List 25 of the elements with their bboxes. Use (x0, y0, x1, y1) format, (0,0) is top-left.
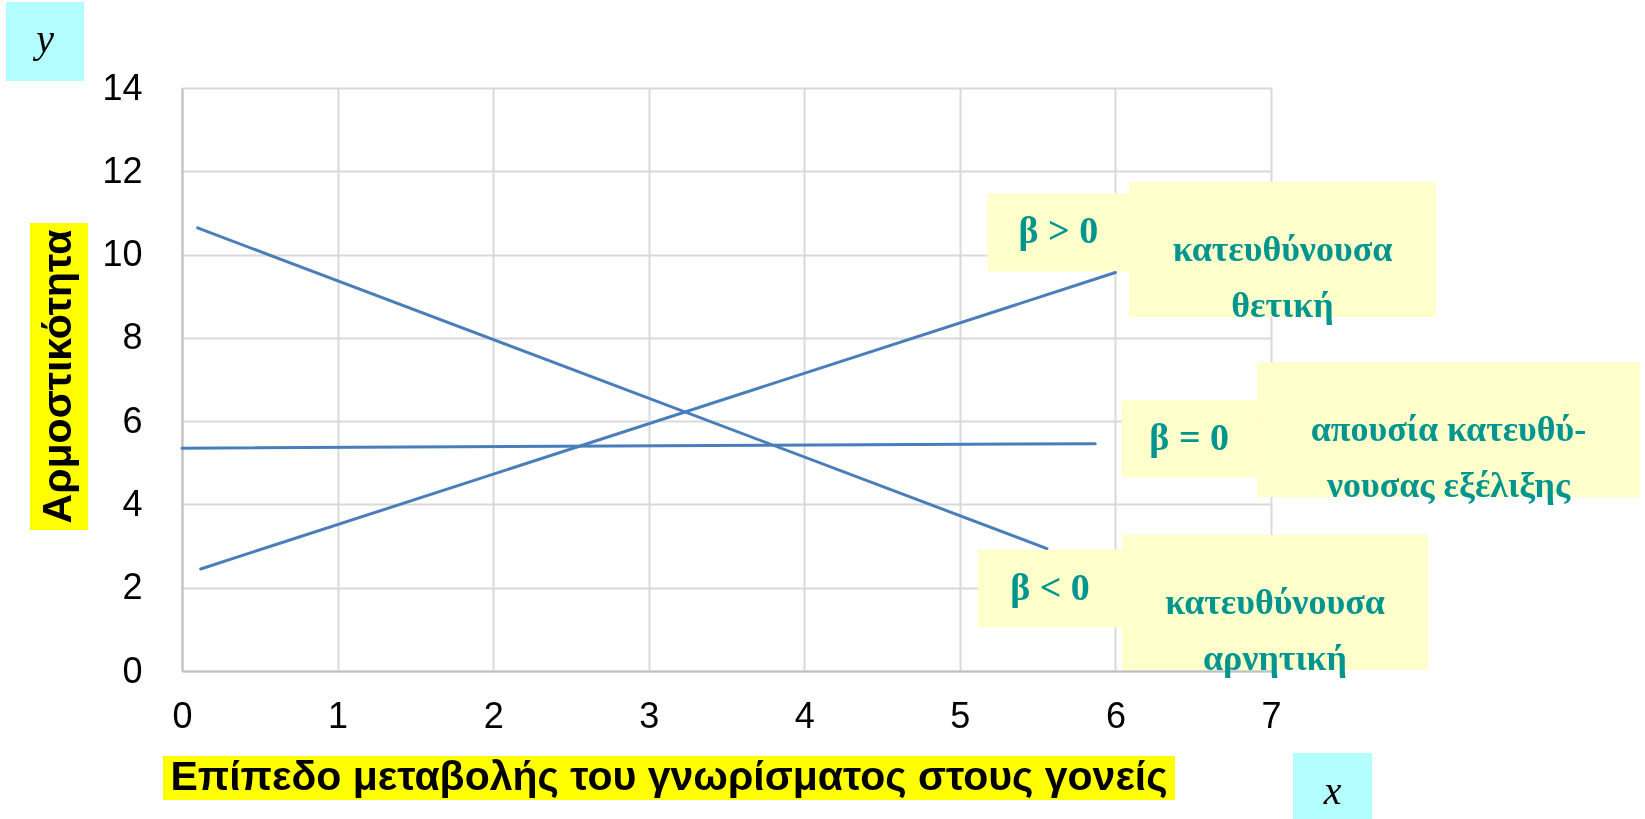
x-tick-label: 6 (1105, 694, 1126, 736)
text: απουσία κατευθύ- νουσας εξέλιξης (1310, 408, 1587, 505)
y-tick-label: 10 (102, 233, 143, 275)
annotation: κατευθύνουσα θετική (1172, 228, 1393, 325)
x-tick-label: 3 (639, 694, 660, 736)
x-tick-label: 5 (950, 694, 971, 736)
y-tick-label: 14 (102, 66, 143, 108)
annotation: κατευθύνουσα αρνητική (1165, 581, 1385, 678)
text: x (1322, 768, 1342, 813)
y-tick-label: 6 (122, 399, 143, 441)
y-tick-label: 0 (122, 649, 143, 691)
x-tick-label: 1 (328, 694, 349, 736)
x-tick-label: 7 (1261, 694, 1282, 736)
x-tick-label: 4 (794, 694, 815, 736)
y-tick-label: 4 (122, 482, 143, 524)
x-tick-label: 2 (483, 694, 504, 736)
x-tick-label: 0 (172, 694, 193, 736)
y-tick-label: 12 (102, 149, 143, 191)
annotation: β < 0 (1010, 565, 1090, 608)
y-tick-label: 8 (122, 316, 143, 358)
y-tick-label: 2 (122, 566, 143, 608)
text: y (32, 16, 55, 61)
annotation: β = 0 (1149, 415, 1230, 458)
y-axis-title: Αρμοστικότητα (34, 229, 80, 524)
annotation: β > 0 (1018, 209, 1099, 252)
